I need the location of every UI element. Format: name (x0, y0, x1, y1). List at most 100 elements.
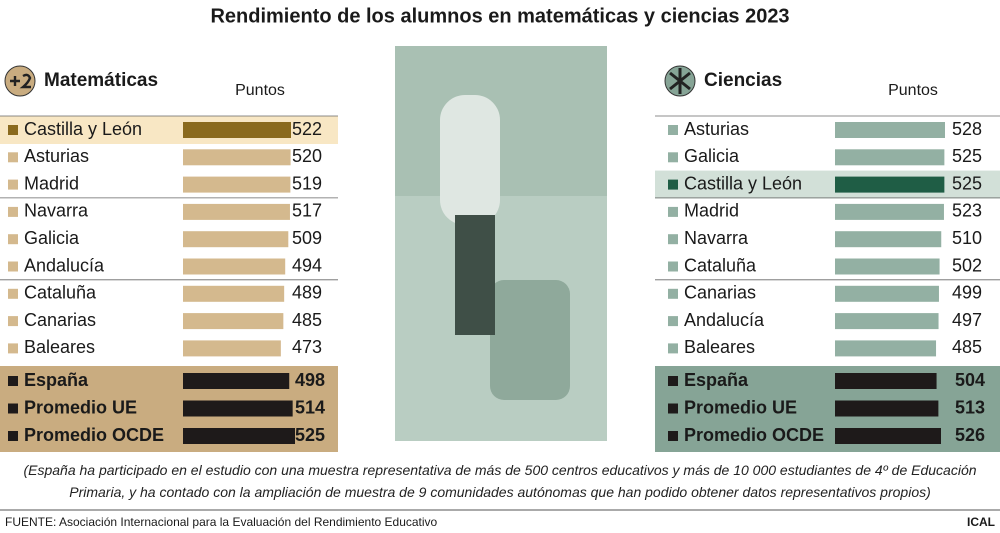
category-label: Cataluña (684, 255, 757, 275)
legend-marker (668, 206, 678, 217)
category-label: Andalucía (24, 255, 105, 275)
legend-marker (8, 125, 18, 135)
value-label: 528 (952, 119, 982, 139)
bar (183, 149, 291, 166)
bar (183, 231, 289, 248)
summary-value: 513 (955, 397, 985, 417)
summary-bar (835, 373, 937, 389)
category-label: Madrid (24, 173, 79, 193)
value-label: 502 (952, 255, 982, 275)
note: (España ha participado en el estudio con… (23, 462, 977, 500)
bar (183, 258, 286, 275)
legend-marker (668, 403, 678, 414)
value-label: 525 (952, 173, 982, 193)
summary-label: España (24, 370, 89, 390)
panel-title: Ciencias (704, 70, 782, 91)
bar (835, 176, 945, 193)
category-label: Madrid (684, 201, 739, 221)
bar (835, 203, 944, 220)
summary-value: 504 (955, 370, 985, 390)
category-label: Asturias (24, 146, 89, 166)
category-label: Castilla y León (684, 173, 802, 193)
value-label: 473 (292, 337, 322, 357)
summary-value: 498 (295, 370, 325, 390)
bar (835, 313, 939, 330)
legend-marker (8, 431, 18, 441)
legend-marker (668, 179, 678, 190)
value-label: 485 (292, 310, 322, 330)
bar (835, 149, 945, 166)
value-label: 499 (952, 283, 982, 303)
science-icon (664, 65, 696, 97)
bar (183, 203, 290, 220)
panel-title: Matemáticas (44, 70, 158, 91)
bar (835, 285, 939, 302)
summary-bar (183, 373, 290, 389)
summary-label: Promedio UE (684, 397, 797, 417)
value-label: 520 (292, 146, 322, 166)
category-label: Navarra (24, 201, 89, 221)
chart-panel: Ciencias Puntos Asturias 528 Galicia 525 Casti… (655, 70, 1000, 452)
bar (835, 122, 945, 138)
value-label: 494 (292, 255, 322, 275)
category-label: Navarra (684, 228, 749, 248)
bar (835, 340, 937, 357)
legend-marker (8, 179, 18, 190)
value-label: 523 (952, 201, 982, 221)
value-label: 517 (292, 201, 322, 221)
legend-marker (668, 288, 678, 299)
category-label: Cataluña (24, 283, 97, 303)
value-axis-label: Puntos (235, 82, 285, 99)
value-label: 497 (952, 310, 982, 330)
legend-marker (8, 403, 18, 414)
summary-label: Promedio OCDE (24, 425, 164, 445)
photo (395, 46, 607, 441)
bar (183, 122, 291, 138)
legend-marker (8, 376, 18, 386)
summary-background (655, 366, 1000, 452)
bar (835, 231, 942, 248)
category-label: Galicia (684, 146, 740, 166)
bar (835, 258, 940, 275)
value-label: 485 (952, 337, 982, 357)
title: Rendimiento de los alumnos en matemática… (210, 5, 789, 27)
legend-marker (8, 206, 18, 217)
summary-value: 526 (955, 425, 985, 445)
value-label: 510 (952, 228, 982, 248)
summary-bar (835, 400, 939, 417)
value-label: 519 (292, 173, 322, 193)
legend-marker (8, 261, 18, 272)
summary-label: Promedio OCDE (684, 425, 824, 445)
legend-marker (8, 316, 18, 327)
legend-marker (668, 431, 678, 441)
summary-value: 514 (295, 397, 325, 417)
bar (183, 313, 284, 330)
credit: ICAL (967, 515, 995, 529)
legend-marker (668, 261, 678, 272)
legend-marker (8, 152, 18, 163)
category-label: Castilla y León (24, 119, 142, 139)
legend-marker (668, 343, 678, 354)
legend-marker (668, 316, 678, 327)
math-icon (4, 65, 36, 97)
chart-panel: Matemáticas Puntos Castilla y León 522 Astur… (0, 70, 338, 452)
category-label: Asturias (684, 119, 749, 139)
value-label: 522 (292, 119, 322, 139)
legend-marker (8, 288, 18, 299)
summary-value: 525 (295, 425, 325, 445)
legend-marker (8, 343, 18, 354)
bar (183, 285, 285, 302)
legend-marker (668, 376, 678, 386)
summary-label: Promedio UE (24, 397, 137, 417)
category-label: Andalucía (684, 310, 765, 330)
category-label: Galicia (24, 228, 80, 248)
summary-label: España (684, 370, 749, 390)
value-label: 489 (292, 283, 322, 303)
category-label: Canarias (24, 310, 96, 330)
legend-marker (8, 234, 18, 245)
category-label: Baleares (684, 337, 755, 357)
legend-marker (668, 234, 678, 245)
summary-bar (835, 428, 941, 444)
